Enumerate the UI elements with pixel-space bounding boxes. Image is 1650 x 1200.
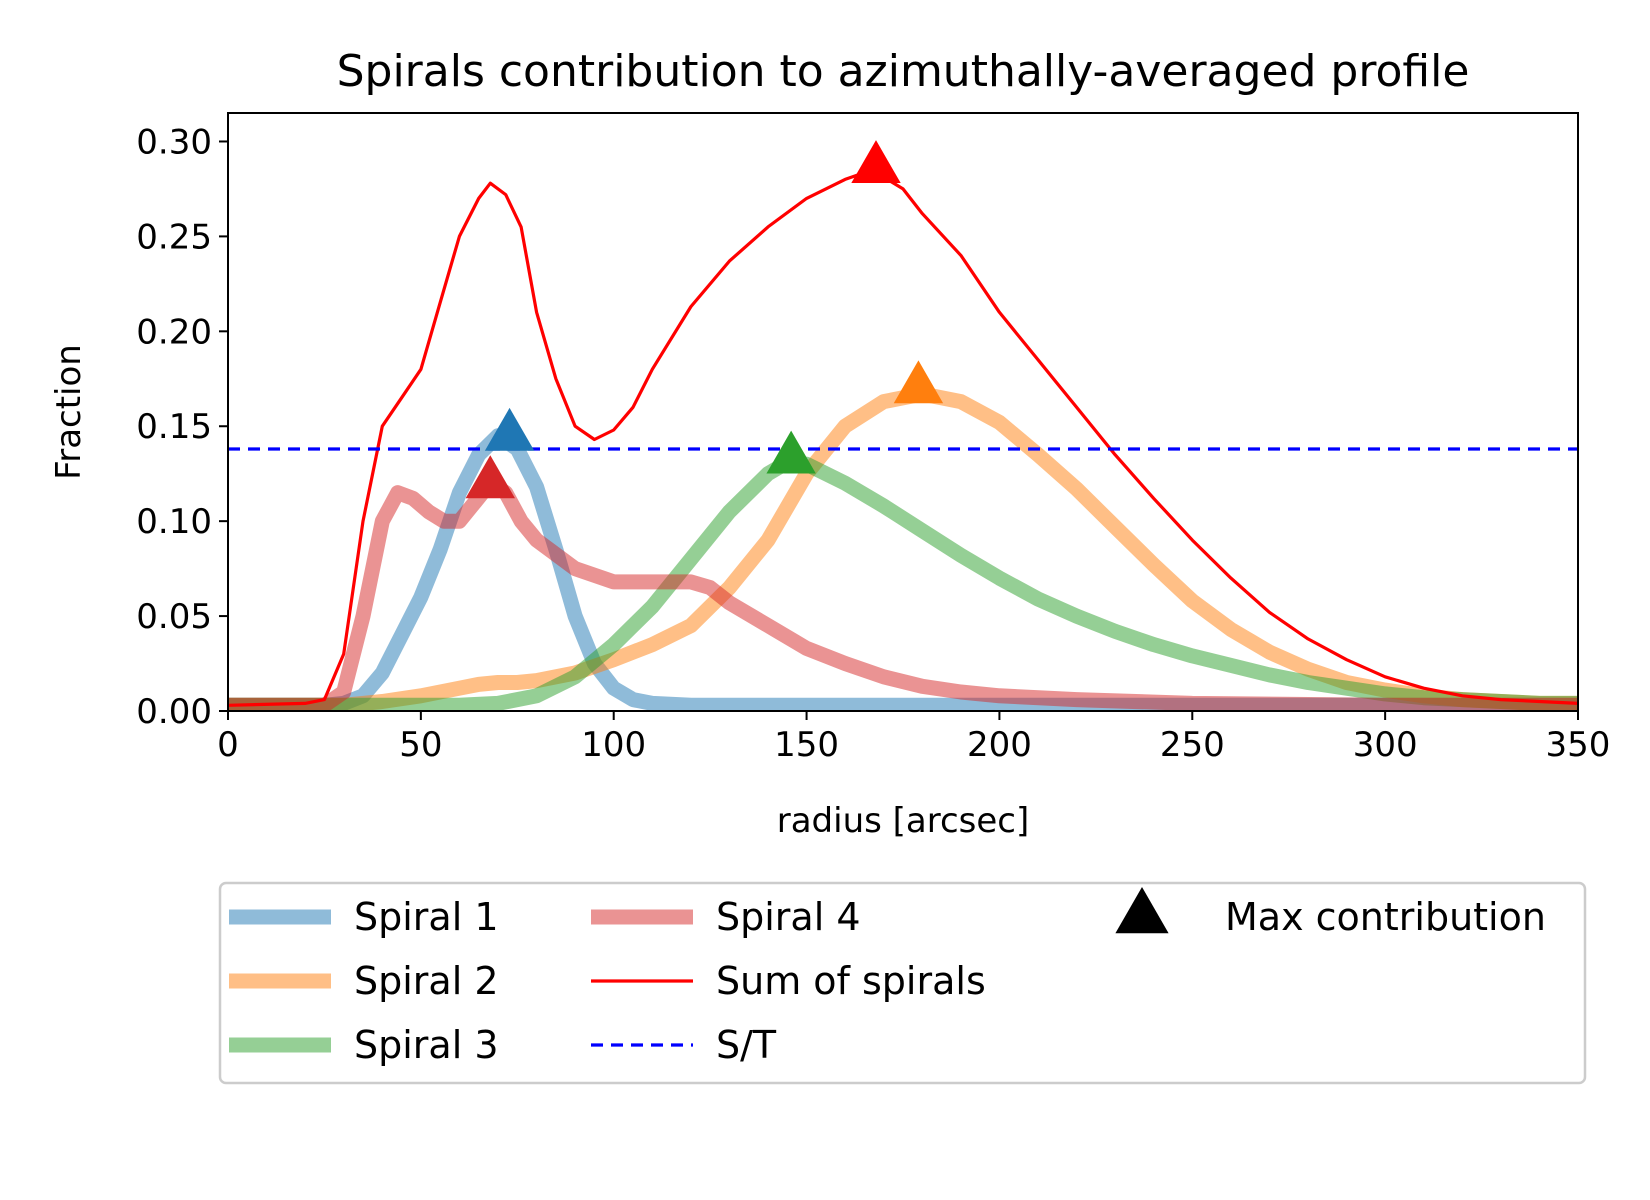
- y-tick-label: 0.00: [136, 692, 212, 732]
- x-tick-label: 100: [581, 725, 646, 765]
- max-marker-spiral-3: [766, 430, 816, 474]
- x-tick-label: 300: [1353, 725, 1418, 765]
- legend-label-spiral-4: Spiral 4: [716, 895, 861, 939]
- chart-title: Spirals contribution to azimuthally-aver…: [337, 46, 1470, 97]
- axes: 0 50 100 150 200 250 300 350 0.00 0.05 0.10 0.15 0.2…: [136, 112, 1611, 765]
- x-tick-label: 50: [399, 725, 442, 765]
- series-line-sum-of-spirals: [228, 168, 1578, 707]
- x-tick-label: 250: [1160, 725, 1225, 765]
- y-tick-label: 0.10: [136, 502, 212, 542]
- x-tick-label: 0: [217, 725, 239, 765]
- series-line-spiral-1: [228, 428, 1578, 711]
- legend-label-s-t: S/T: [716, 1023, 777, 1067]
- x-tick-label: 200: [967, 725, 1032, 765]
- x-axis-label: radius [arcsec]: [777, 801, 1030, 841]
- plot-area: [228, 140, 1578, 711]
- series-line-spiral-3: [228, 454, 1578, 711]
- max-marker-sum-of-spirals: [851, 140, 901, 184]
- y-tick-label: 0.05: [136, 597, 212, 637]
- max-marker-spiral-1: [484, 407, 535, 451]
- series-line-spiral-2: [228, 386, 1578, 711]
- plot-frame: [227, 112, 1579, 712]
- legend-label-sum-of-spirals: Sum of spirals: [716, 959, 986, 1003]
- legend-label-max-contribution: Max contribution: [1225, 895, 1546, 939]
- legend-label-spiral-1: Spiral 1: [354, 895, 499, 939]
- x-tick-label: 350: [1546, 725, 1611, 765]
- legend-marker-max-contribution: [1115, 887, 1169, 934]
- y-tick-label: 0.30: [136, 122, 212, 162]
- y-tick-label: 0.15: [136, 407, 212, 447]
- legend: Spiral 1 Spiral 2 Spiral 3 Spiral 4 Sum of s…: [218, 881, 1587, 1085]
- x-tick-label: 150: [774, 725, 839, 765]
- legend-frame: [218, 881, 1587, 1085]
- legend-label-spiral-3: Spiral 3: [354, 1023, 499, 1067]
- y-tick-label: 0.25: [136, 217, 212, 257]
- plot-series: [228, 168, 1578, 711]
- max-marker-spiral-2: [893, 360, 944, 404]
- max-marker-spiral-4: [465, 455, 515, 499]
- y-axis-label: Fraction: [49, 344, 89, 480]
- series-line-spiral-4: [228, 475, 1578, 711]
- y-tick-label: 0.20: [136, 312, 212, 352]
- legend-label-spiral-2: Spiral 2: [354, 959, 499, 1003]
